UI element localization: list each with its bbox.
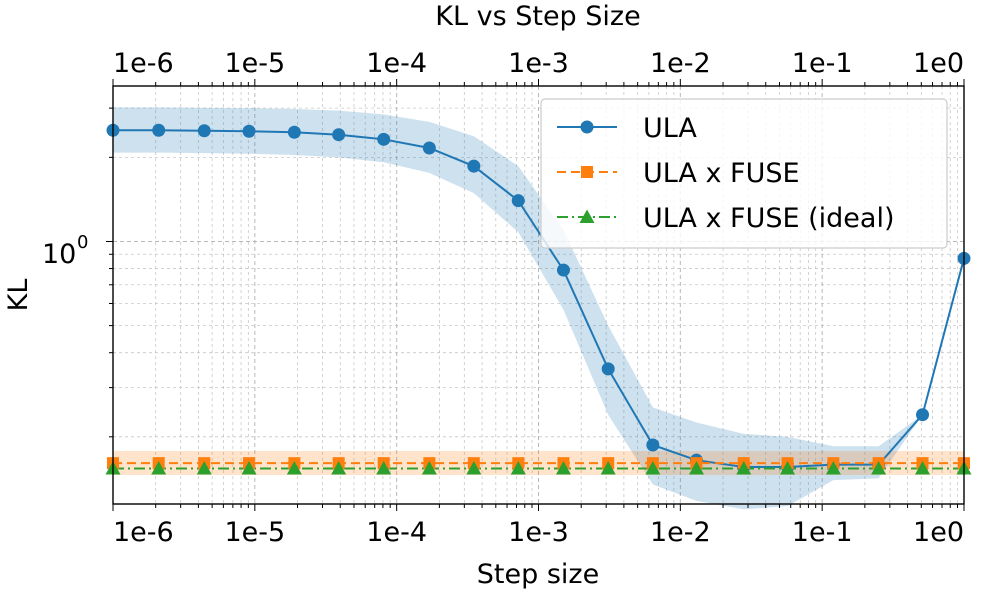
data-point [511, 194, 525, 208]
data-point [736, 461, 752, 475]
data-point [286, 461, 302, 475]
data-point [376, 461, 392, 475]
legend-label-ula: ULA [643, 113, 697, 144]
data-point [916, 408, 930, 422]
legend-frame [540, 98, 948, 249]
x-tick-label-bottom: 1e-6 [113, 517, 174, 548]
data-point [332, 128, 346, 142]
x-tick-label-top: 1e-6 [113, 48, 174, 79]
axis-ticks: 1e-6 1e-6 1e-5 1e-5 1e-4 1e-4 1e-3 1e-3 1e-2 1e-2… [106, 48, 965, 548]
data-point [422, 141, 436, 155]
y-axis-label: KL [3, 279, 34, 312]
data-point [196, 461, 212, 475]
x-tick-label-bottom: 1e-2 [650, 517, 711, 548]
legend-label-ula-fuse-ideal: ULA x FUSE (ideal) [643, 203, 894, 234]
data-point [287, 125, 301, 139]
data-point [915, 461, 931, 475]
x-tick-label-bottom: 1e-3 [508, 517, 569, 548]
grid [112, 86, 965, 504]
data-point [645, 461, 661, 475]
x-tick-label-bottom: 1e-4 [366, 517, 427, 548]
data-point [780, 461, 796, 475]
data-point [601, 362, 615, 376]
y-tick-label: 10 0 [42, 232, 88, 270]
data-point [331, 461, 347, 475]
data-point [556, 263, 570, 277]
x-tick-label-top: 1e-5 [224, 48, 285, 79]
x-axis-label: Step size [477, 559, 599, 590]
chart-title: KL vs Step Size [435, 1, 640, 32]
data-point [510, 461, 526, 475]
x-tick-label-top: 1e-1 [792, 48, 853, 79]
legend: ULA ULA x FUSE ULA x FUSE (ideal) [540, 98, 948, 249]
data-point [600, 461, 616, 475]
x-tick-label-top: 1e0 [913, 48, 964, 79]
y-tick-label-exponent: 0 [77, 232, 88, 253]
data-point [241, 461, 257, 475]
data-point [871, 461, 887, 475]
legend-label-ula-fuse: ULA x FUSE [643, 158, 800, 189]
data-point [466, 461, 482, 475]
legend-marker-2 [579, 209, 595, 223]
legend-marker-1 [581, 166, 593, 178]
data-point [242, 124, 256, 138]
data-point [825, 461, 841, 475]
x-tick-label-top: 1e-4 [366, 48, 427, 79]
data-point [646, 438, 660, 452]
data-point [555, 461, 571, 475]
legend-marker-0 [580, 120, 594, 134]
x-tick-label-bottom: 1e0 [913, 517, 964, 548]
data-point [421, 461, 437, 475]
data-point [151, 461, 167, 475]
data-point [467, 159, 481, 173]
data-point [152, 123, 166, 137]
data-point [377, 132, 391, 146]
data-point [688, 461, 704, 475]
x-tick-label-top: 1e-3 [508, 48, 569, 79]
x-tick-label-bottom: 1e-1 [792, 517, 853, 548]
y-tick-label-base: 10 [42, 239, 76, 270]
x-tick-label-top: 1e-2 [650, 48, 711, 79]
data-point [197, 124, 211, 138]
x-tick-label-bottom: 1e-5 [224, 517, 285, 548]
